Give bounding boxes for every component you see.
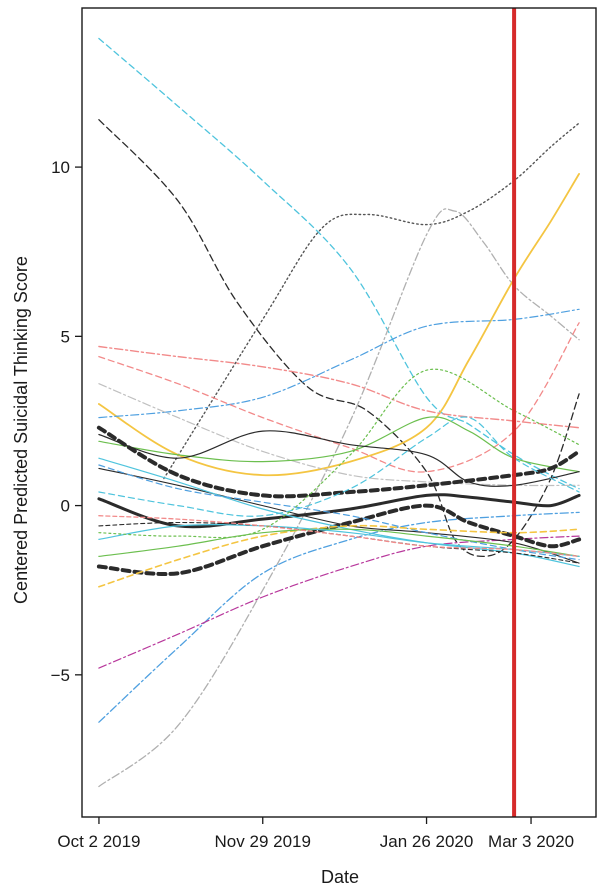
- series-line-16: [96, 503, 582, 576]
- series-line-1: [98, 37, 580, 490]
- series-line-10: [98, 322, 580, 473]
- y-tick-label: 10: [51, 158, 70, 177]
- y-tick-label: 5: [61, 327, 70, 346]
- y-axis: −5 0 5 10: [51, 158, 82, 685]
- series-line-7: [98, 535, 580, 669]
- x-axis: Oct 2 2019 Nov 29 2019 Jan 26 2020 Mar 3 20…: [57, 817, 574, 851]
- x-tick-label: Jan 26 2020: [380, 832, 474, 851]
- series-line-4: [98, 208, 580, 788]
- series-line-6: [98, 511, 580, 723]
- series-line-15: [97, 493, 581, 529]
- series-line-9: [98, 345, 580, 429]
- x-tick-label: Mar 3 2020: [488, 832, 574, 851]
- series-line-12: [98, 416, 580, 473]
- series-line-26: [98, 416, 580, 517]
- series-layer: [96, 37, 582, 788]
- x-tick-label: Oct 2 2019: [57, 832, 140, 851]
- plot-area-frame: [81, 7, 597, 818]
- series-line-14: [96, 425, 582, 499]
- series-line-3: [163, 122, 580, 480]
- y-tick-label: 0: [61, 497, 70, 516]
- series-line-5: [98, 173, 580, 477]
- series-line-13: [98, 430, 580, 487]
- y-tick-label: −5: [51, 666, 70, 685]
- y-axis-title: Centered Predicted Suicidal Thinking Sco…: [11, 256, 31, 604]
- series-line-25: [98, 368, 580, 539]
- series-line-8: [98, 308, 580, 419]
- x-axis-title: Date: [321, 867, 359, 887]
- x-tick-label: Nov 29 2019: [215, 832, 311, 851]
